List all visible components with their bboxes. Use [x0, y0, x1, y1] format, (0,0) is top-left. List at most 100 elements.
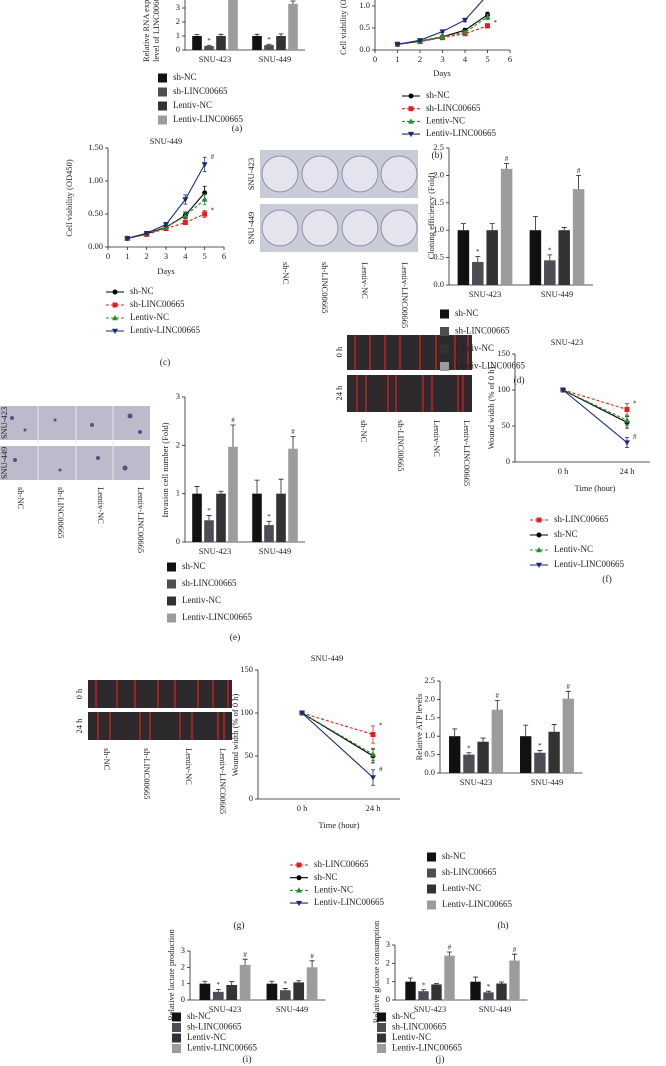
y-tick-label: 3: [176, 2, 180, 12]
y-tick-label: 2: [176, 439, 180, 449]
bar: [431, 984, 442, 1000]
series-line: [127, 199, 206, 239]
image-row: [347, 375, 472, 412]
significance-mark: *: [422, 981, 426, 989]
x-tick-label: 4: [463, 54, 468, 64]
point-marker: [201, 162, 208, 168]
image-row: [88, 712, 232, 740]
error-bar: [421, 989, 426, 992]
error-bar: [512, 953, 517, 961]
significance-mark: *: [267, 513, 271, 521]
x-axis-label: Time (hour): [574, 483, 615, 493]
significance-mark: *: [633, 399, 637, 407]
image-row: [0, 446, 150, 480]
y-axis-label: Invasion cell number (Fold): [160, 422, 170, 517]
legend-label: sh-LINC00665: [426, 103, 481, 113]
y-tick-label: 0.5: [359, 22, 370, 32]
legend-label: sh-NC: [442, 851, 466, 861]
legend-swatch: [440, 327, 449, 336]
legend-swatch: [427, 884, 436, 894]
bar: [418, 991, 429, 1000]
significance-mark: *: [379, 722, 383, 730]
error-bar: [499, 981, 504, 984]
significance-mark: *: [487, 983, 491, 991]
error-bar: [494, 700, 500, 710]
legend-swatch: [167, 562, 176, 572]
legend-swatch: [172, 1033, 181, 1043]
legend-marker: [112, 315, 118, 321]
panel-caption: (j): [436, 1054, 445, 1065]
bar: [544, 260, 556, 285]
legend-label: sh-LINC00665: [554, 514, 609, 524]
bar: [558, 230, 570, 285]
significance-mark: *: [538, 742, 542, 750]
bar: [500, 168, 513, 285]
bar: [264, 45, 274, 50]
bar: [472, 261, 484, 285]
error-bar: [194, 34, 200, 36]
legend-label: Lentiv-LINC00665: [442, 899, 512, 909]
error-bar: [489, 223, 495, 231]
error-bar: [229, 981, 235, 985]
image-column-label: sh-LINC00665: [56, 487, 66, 538]
x-tick-label: 0 h: [558, 466, 569, 476]
legend-label: Lentiv-NC: [314, 884, 353, 894]
x-tick-label: 5: [203, 251, 207, 261]
y-axis-label: level of LINC00665: [151, 0, 161, 62]
legend-label: Lentiv-LINC00665: [173, 114, 243, 124]
y-tick-label: 3: [176, 391, 180, 401]
chart-title: SNU-449: [150, 136, 183, 146]
point-marker: [462, 17, 468, 24]
significance-mark: *: [207, 507, 211, 515]
legend-label: sh-NC: [130, 286, 154, 296]
significance-mark: #: [633, 433, 637, 441]
bar: [228, 0, 238, 51]
y-tick-label: 1.50: [88, 142, 103, 152]
error-bar: [254, 479, 260, 494]
point-marker: [182, 197, 189, 203]
bar: [529, 230, 542, 285]
legend-marker: [296, 887, 302, 893]
bar: [192, 493, 202, 542]
image-row-label: 24 h: [74, 718, 84, 734]
x-axis-label: Days: [157, 266, 174, 276]
x-tick-label: SNU-423: [460, 777, 493, 787]
legend-label: Lentiv-NC: [442, 883, 481, 893]
legend-swatch: [172, 1044, 181, 1053]
point-marker: [202, 211, 208, 217]
significance-mark: #: [505, 155, 509, 163]
x-tick-label: 0: [373, 54, 377, 64]
panel-caption: (i): [243, 1054, 252, 1065]
bar: [444, 955, 455, 1000]
series-line: [562, 389, 628, 410]
bar: [204, 520, 214, 542]
legend-label: Lentiv-LINC00665: [314, 897, 384, 907]
x-tick-label: 0 h: [297, 803, 308, 813]
error-bar: [475, 256, 481, 262]
point-marker: [417, 38, 423, 44]
error-bar: [447, 951, 452, 956]
x-tick-label: 3: [440, 54, 444, 64]
series-line: [562, 389, 628, 421]
x-tick-label: 1: [125, 251, 129, 261]
image-row: [347, 335, 472, 370]
y-tick-label: 1.5: [424, 712, 435, 722]
x-tick-label: SNU-449: [259, 54, 292, 64]
y-tick-label: 0: [176, 44, 180, 54]
point-marker: [624, 406, 630, 412]
bar: [199, 983, 211, 1000]
point-marker: [182, 220, 188, 226]
y-tick-label: 2.0: [433, 169, 444, 179]
y-tick-label: 1: [176, 488, 180, 498]
x-tick-label: 4: [183, 251, 188, 261]
error-bar: [282, 988, 288, 991]
bar: [226, 984, 238, 1000]
plate: [301, 209, 339, 247]
bar: [279, 990, 291, 1000]
panel-caption: (f): [602, 574, 612, 585]
significance-mark: #: [513, 946, 517, 954]
error-bar: [278, 478, 284, 494]
bar: [470, 981, 481, 1000]
y-tick-label: 2: [386, 957, 390, 967]
series-line: [562, 389, 628, 443]
